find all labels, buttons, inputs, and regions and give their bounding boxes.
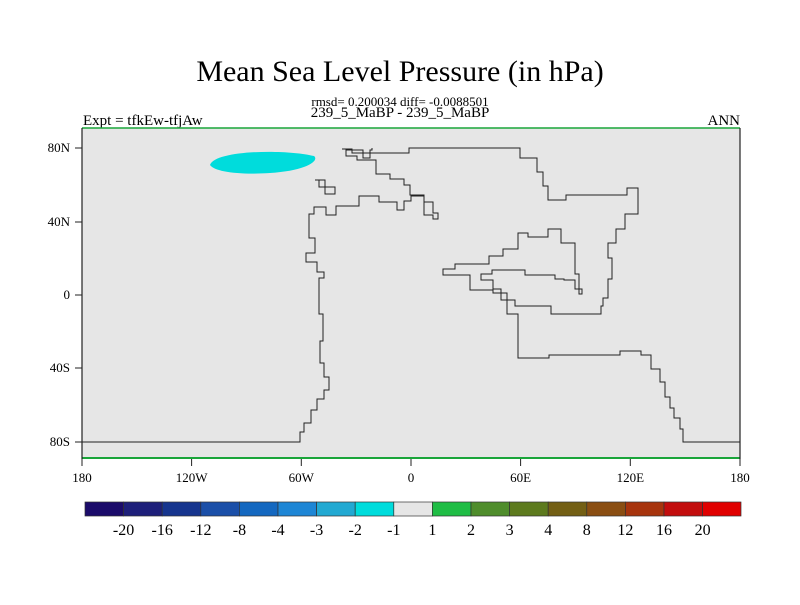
colorbar-label-4: -4 xyxy=(271,522,284,539)
x-tick-60e: 60E xyxy=(510,470,531,485)
comparison-label: 239_5_MaBP - 239_5_MaBP xyxy=(310,105,490,121)
colorbar-label-13: 12 xyxy=(617,522,633,539)
chart-title: Mean Sea Level Pressure (in hPa) xyxy=(196,55,604,88)
colorbar-swatch-12 xyxy=(547,501,588,517)
colorbar-swatch-6 xyxy=(316,501,356,517)
colorbar-swatch-2 xyxy=(161,501,202,517)
colorbar-label-6: -2 xyxy=(349,522,362,539)
colorbar-swatch-13 xyxy=(586,501,626,517)
colorbar xyxy=(84,501,742,517)
colorbar-swatch-15 xyxy=(663,501,703,517)
coastline-group xyxy=(82,147,740,443)
colorbar-label-5: -3 xyxy=(310,522,323,539)
colorbar-label-12: 8 xyxy=(583,522,591,539)
y-tick-80s: 80S xyxy=(50,434,70,449)
x-axis-ticks xyxy=(81,459,741,466)
colorbar-label-10: 3 xyxy=(506,522,514,539)
y-tick-80n: 80N xyxy=(48,140,71,155)
colorbar-swatch-10 xyxy=(470,501,510,517)
colorbar-label-0: -20 xyxy=(113,522,134,539)
x-tick-180w: 180 xyxy=(72,470,92,485)
x-tick-180e: 180 xyxy=(730,470,750,485)
experiment-label: Expt = tfkEw-tfjAw xyxy=(83,113,203,129)
rmsd-diff-text: rmsd= 0.200034 diff= -0.0088501 xyxy=(311,94,489,109)
colorbar-label-7: -1 xyxy=(387,522,400,539)
colorbar-swatch-8 xyxy=(393,501,433,517)
x-tick-0: 0 xyxy=(408,470,415,485)
colorbar-label-9: 2 xyxy=(467,522,475,539)
colorbar-label-14: 16 xyxy=(656,522,672,539)
arctic-island xyxy=(315,179,336,195)
colorbar-swatch-4 xyxy=(239,501,279,517)
colorbar-labels: -20 -16 -12 -8 -4 -3 -2 -1 1 2 3 4 8 12 … xyxy=(113,522,711,539)
colorbar-swatch-3 xyxy=(200,501,240,517)
colorbar-swatch-14 xyxy=(625,501,665,517)
map-background xyxy=(82,128,740,459)
americas-coastline xyxy=(82,148,439,443)
anomaly-blob xyxy=(210,151,316,174)
colorbar-swatch-7 xyxy=(354,501,395,517)
y-tick-0: 0 xyxy=(64,287,71,302)
y-tick-40n: 40N xyxy=(48,214,71,229)
eurasia-africa-coastline xyxy=(342,147,740,443)
colorbar-label-1: -16 xyxy=(152,522,173,539)
season-label: ANN xyxy=(707,113,741,129)
colorbar-label-15: 20 xyxy=(695,522,711,539)
x-tick-120e: 120E xyxy=(617,470,645,485)
x-tick-120w: 120W xyxy=(176,470,209,485)
colorbar-label-8: 1 xyxy=(428,522,436,539)
colorbar-label-2: -12 xyxy=(190,522,211,539)
y-tick-40s: 40S xyxy=(50,360,70,375)
colorbar-swatch-1 xyxy=(123,501,163,517)
x-tick-60w: 60W xyxy=(289,470,315,485)
colorbar-swatch-11 xyxy=(509,501,549,517)
colorbar-label-3: -8 xyxy=(233,522,246,539)
colorbar-swatch-0 xyxy=(84,501,124,517)
colorbar-swatch-9 xyxy=(432,501,472,517)
y-axis-ticks xyxy=(75,147,82,443)
colorbar-label-11: 4 xyxy=(544,522,552,539)
colorbar-swatch-16 xyxy=(702,501,742,517)
colorbar-swatch-5 xyxy=(277,501,317,517)
